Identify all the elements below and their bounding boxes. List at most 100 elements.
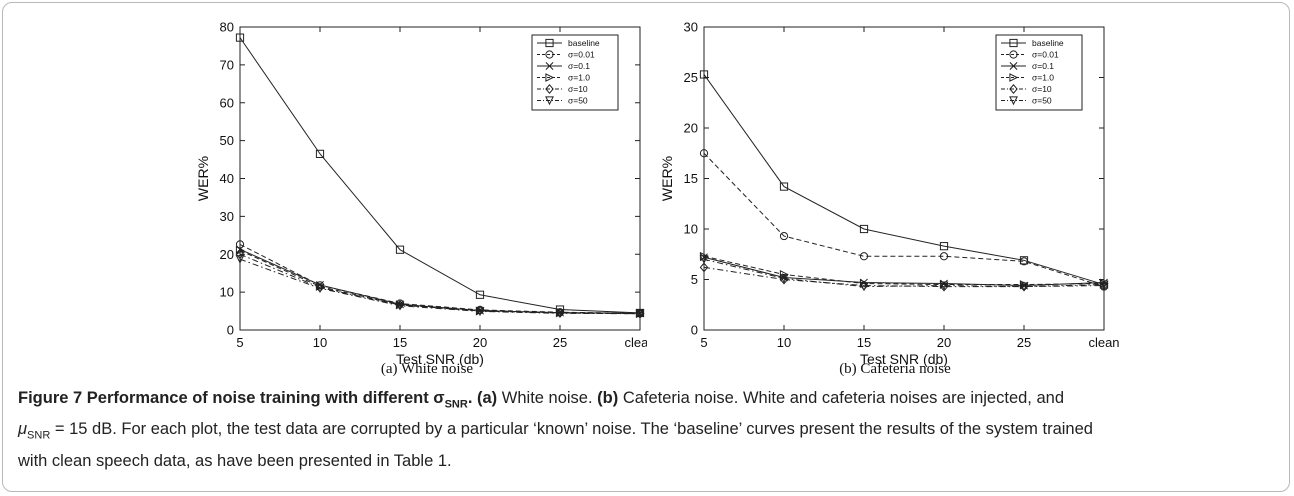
white-point-5-4: [555, 309, 565, 319]
cafeteria-series-line-4: [703, 266, 1105, 288]
white-legend-marker-2: [545, 62, 554, 70]
white-point-5-5: [635, 309, 645, 319]
cafeteria-point-0-3: [939, 242, 949, 251]
cafeteria-ylabel: WER%: [659, 156, 675, 201]
cafeteria-legend-label-0: baseline: [1032, 38, 1064, 48]
white-point-5-0: [235, 255, 245, 264]
cafeteria-point-1-2: [859, 252, 869, 261]
cafeteria-series-line-2: [703, 256, 1105, 287]
white-ytick-label: 30: [220, 209, 234, 224]
white-legend-label-4: σ=10: [568, 84, 588, 94]
caption-part-b-label: (b): [597, 389, 619, 407]
cafeteria-ytick-label: 25: [684, 70, 698, 85]
white-point-5-2: [395, 301, 405, 311]
chart-cafeteria-noise: 0 5 10 15 20 25 30 5 10 15 20 25 clean Test SNR (db) W…: [647, 0, 1294, 380]
cafeteria-legend-label-2: σ=0.1: [1032, 61, 1054, 71]
cafeteria-legend-label-4: σ=10: [1032, 84, 1052, 94]
cafeteria-point-5-5: [1099, 280, 1109, 290]
white-point-0-0: [235, 33, 245, 42]
white-series-1: [235, 240, 645, 318]
white-legend-marker-5: [545, 96, 554, 106]
white-ytick-label: 70: [220, 57, 234, 72]
white-legend-marker-1: [545, 50, 554, 59]
cafeteria-legend-marker-0: [1009, 38, 1018, 48]
cafeteria-ytick-label: 5: [691, 272, 698, 287]
cafeteria-legend: baseline σ=0.01σ=0.1 σ=1.0σ=10 σ=50: [995, 34, 1083, 111]
white-legend-marker-4: [545, 84, 554, 94]
white-series-line-4: [239, 253, 641, 315]
white-ytick-label: 40: [220, 171, 234, 186]
cafeteria-ytick-label: 0: [691, 323, 698, 338]
white-legend-marker-0: [545, 38, 554, 48]
cafeteria-point-5-1: [779, 274, 789, 284]
white-ytick-label: 80: [220, 20, 234, 35]
cafeteria-legend-marker-4: [1009, 84, 1018, 94]
white-ytick-label: 10: [220, 285, 234, 300]
white-ytick-label: 60: [220, 95, 234, 110]
white-series-line-3: [239, 250, 641, 315]
white-series-line-0: [239, 37, 641, 314]
caption-part-b-text: Cafeteria noise. White and cafeteria noi…: [618, 389, 1064, 407]
cafeteria-series-line-3: [703, 255, 1105, 286]
cafeteria-legend-marker-2: [1009, 62, 1018, 70]
cafeteria-point-0-2: [859, 224, 869, 234]
cafeteria-point-1-1: [779, 231, 789, 241]
caption-mu-sub: SNR: [27, 429, 51, 442]
chart-white-noise: 0 10 20 30 40 50 60 70 80 5 10 15 20 25 clean Test SNR …: [0, 0, 647, 380]
cafeteria-series-line-0: [703, 74, 1105, 286]
cafeteria-xtick-label: 25: [1017, 335, 1031, 350]
cafeteria-legend-marker-1: [1009, 50, 1018, 59]
white-legend: baseline σ=0.01σ=0.1 σ=1.0σ=10 σ=50: [531, 34, 619, 111]
white-xtick-label: 10: [313, 335, 327, 350]
white-legend-label-0: baseline: [568, 38, 600, 48]
cafeteria-point-5-0: [699, 255, 709, 265]
white-xtick-label: clean: [624, 335, 647, 350]
white-point-5-3: [475, 307, 485, 317]
cafeteria-point-5-4: [1019, 282, 1029, 292]
white-legend-marker-3: [545, 73, 555, 82]
cafeteria-point-5-3: [939, 281, 949, 291]
chart-white-noise-svg: 0 10 20 30 40 50 60 70 80 5 10 15 20 25 clean Test SNR …: [195, 20, 647, 368]
white-point-0-2: [395, 245, 405, 254]
cafeteria-legend-label-1: σ=0.01: [1032, 50, 1059, 60]
cafeteria-point-0-0: [699, 70, 709, 79]
cafeteria-xtick-label: 20: [937, 335, 951, 350]
white-series-5: [235, 255, 645, 319]
white-series-line-1: [239, 243, 641, 314]
white-point-3-0: [235, 246, 245, 255]
cafeteria-ytick-label: 10: [684, 222, 698, 237]
white-xtick-label: 5: [236, 335, 243, 350]
cafeteria-ytick-label: 20: [684, 121, 698, 136]
caption-line-1: Figure 7 Performance of noise training w…: [18, 386, 1268, 417]
caption-label: Figure 7 Performance of noise training w…: [18, 389, 445, 407]
white-point-5-1: [315, 284, 325, 294]
cafeteria-legend-label-3: σ=1.0: [1032, 73, 1054, 83]
white-xtick-label: 15: [393, 335, 407, 350]
white-legend-box: [531, 34, 619, 111]
cafeteria-point-1-0: [699, 149, 709, 158]
caption-label-end: .: [467, 389, 473, 407]
cafeteria-xlabel: Test SNR (db): [860, 351, 948, 367]
cafeteria-legend-marker-3: [1009, 73, 1019, 82]
cafeteria-series-line-5: [703, 258, 1105, 288]
caption-label-sub: SNR: [444, 398, 468, 411]
sub-caption-b: (b) Cafeteria noise: [839, 361, 951, 377]
cafeteria-xtick-label: clean: [1088, 335, 1119, 350]
caption-mu: μ: [18, 420, 28, 439]
white-ylabel: WER%: [195, 156, 211, 201]
white-point-1-0: [235, 240, 245, 249]
white-series-line-5: [239, 258, 641, 315]
figure-caption: Figure 7 Performance of noise training w…: [18, 386, 1268, 474]
cafeteria-ytick-label: 30: [684, 20, 698, 35]
cafeteria-ytick-label: 15: [684, 171, 698, 186]
white-point-0-3: [475, 290, 485, 299]
white-xtick-label: 20: [473, 335, 487, 350]
white-ytick-label: 20: [220, 247, 234, 262]
white-legend-label-3: σ=1.0: [568, 73, 590, 83]
cafeteria-point-0-1: [779, 182, 789, 191]
cafeteria-point-1-3: [939, 252, 949, 261]
cafeteria-series-5: [699, 255, 1109, 292]
white-ytick-label: 0: [227, 323, 234, 338]
